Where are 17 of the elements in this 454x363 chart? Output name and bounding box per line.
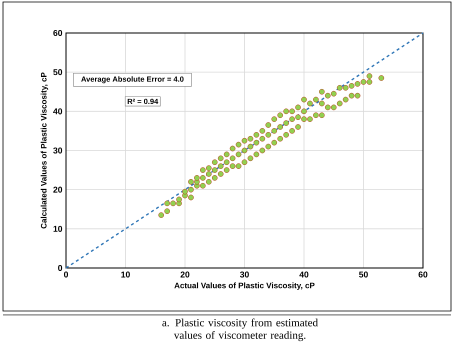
y-tick-label: 0 <box>58 264 62 271</box>
x-tick-label: 60 <box>418 272 428 278</box>
x-tick-label: 30 <box>240 272 249 278</box>
y-tick-label: 10 <box>54 226 62 232</box>
x-tick-label: 20 <box>180 272 190 278</box>
x-tick-label: 0 <box>64 272 68 278</box>
y-tick-label: 60 <box>53 30 62 36</box>
y-tick-label: 50 <box>53 69 62 76</box>
y-tick-label: 20 <box>53 186 62 193</box>
x-axis-title: Actual Values of Plastic Viscosity, cP <box>174 282 315 290</box>
y-tick-label: 30 <box>53 147 62 154</box>
x-tick-label: 40 <box>299 272 308 278</box>
y-tick-label: 40 <box>53 108 62 114</box>
x-tick-label: 50 <box>359 272 368 278</box>
y-axis-title: Calculated Values of Plastic Viscosity, cP <box>40 72 48 228</box>
x-tick-label: 10 <box>121 272 130 278</box>
text: a. Plastic viscosity from estimated values of viscometer reading. <box>162 318 318 342</box>
